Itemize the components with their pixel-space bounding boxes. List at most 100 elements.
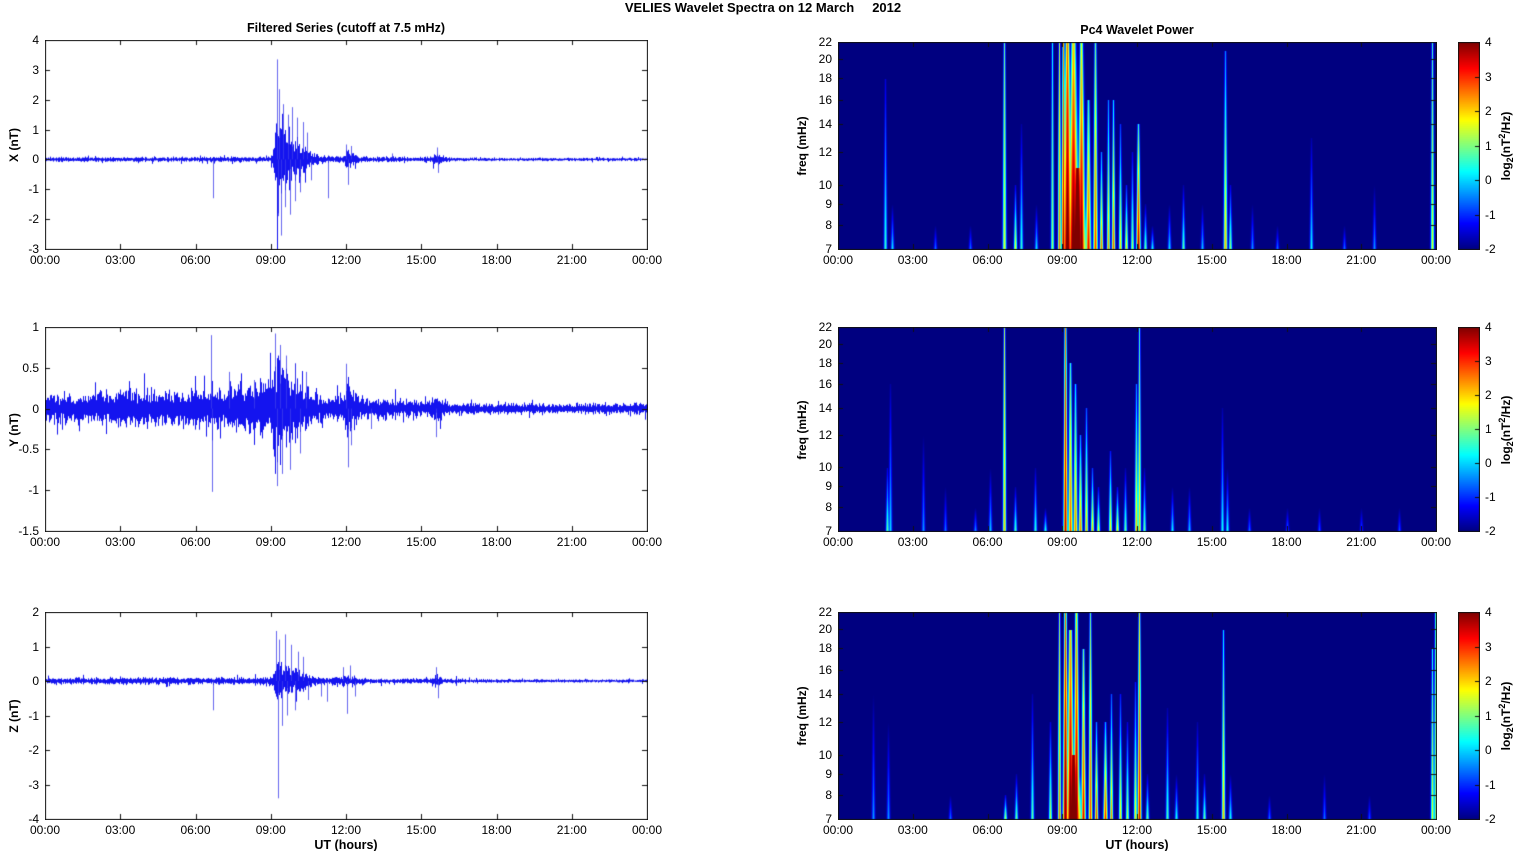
x-tick-label: 06:00 xyxy=(180,823,211,837)
colorbar-tick-label: 1 xyxy=(1485,708,1492,723)
x-tick-label: 09:00 xyxy=(255,535,286,549)
x-tick-label: 03:00 xyxy=(105,823,136,837)
x-tick-label: 00:00 xyxy=(822,253,854,267)
y-tick-label: 12 xyxy=(818,144,832,159)
y-tick-label: 7 xyxy=(825,812,832,826)
x-tick-label: 00:00 xyxy=(1420,535,1452,549)
x-tick-label: 15:00 xyxy=(1196,535,1227,549)
y-tick-label: 12 xyxy=(818,427,832,442)
x-tick-label: 00:00 xyxy=(29,823,61,837)
y-tick-label: 9 xyxy=(825,479,832,494)
y-tick-label: 4 xyxy=(32,33,39,47)
y-tick-label: 1 xyxy=(32,122,39,137)
y-tick-label: -3 xyxy=(28,242,39,256)
x-tick-label: 15:00 xyxy=(406,823,437,837)
y-tick-label: -2 xyxy=(28,743,39,757)
y-tick-label: 14 xyxy=(818,686,832,701)
y-tick-label: 1 xyxy=(32,639,39,654)
x-tick-label: 00:00 xyxy=(29,253,61,267)
y-tick-label: 10 xyxy=(818,177,832,192)
x-tick-label: 00:00 xyxy=(29,535,61,549)
x-tick-label: 12:00 xyxy=(1121,823,1153,837)
colorbar-tick-label: 2 xyxy=(1485,674,1492,688)
y-tick-label: 20 xyxy=(818,622,832,637)
colorbar-tick-label: 3 xyxy=(1485,69,1492,84)
z-wavelet-heatmap xyxy=(838,612,1437,820)
colorbar-label-z: log2(nT2/Hz) xyxy=(1496,681,1516,751)
x-tick-label: 18:00 xyxy=(1271,253,1302,267)
colorbar-tick-label: 2 xyxy=(1485,388,1492,402)
colorbar-tick-label: 4 xyxy=(1485,605,1492,619)
x-tick-label: 18:00 xyxy=(1271,535,1302,549)
x-tick-label: 18:00 xyxy=(481,535,512,549)
x-tick-label: 12:00 xyxy=(1121,535,1153,549)
x-tick-label: 15:00 xyxy=(1196,253,1227,267)
x-tick-label: 06:00 xyxy=(972,535,1003,549)
x-wavelet-heatmap xyxy=(838,42,1437,250)
x-axis-label-left: UT (hours) xyxy=(314,838,378,851)
y-tick-label: 18 xyxy=(818,71,832,86)
z-series-plot xyxy=(45,612,648,820)
x-tick-label: 21:00 xyxy=(556,823,587,837)
x-tick-label: 09:00 xyxy=(1047,535,1078,549)
x-tick-label: 00:00 xyxy=(1420,253,1452,267)
y-tick-label: 16 xyxy=(818,376,832,391)
x-tick-label: 12:00 xyxy=(1121,253,1153,267)
x-tick-label: 15:00 xyxy=(406,253,437,267)
x-tick-label: 18:00 xyxy=(481,823,512,837)
x-tick-label: 15:00 xyxy=(1196,823,1227,837)
colorbar-x xyxy=(1458,42,1480,250)
colorbar-label-y: log2(nT2/Hz) xyxy=(1496,395,1516,465)
x-tick-label: 00:00 xyxy=(631,823,663,837)
x-tick-label: 03:00 xyxy=(897,823,928,837)
x-tick-label: 18:00 xyxy=(481,253,512,267)
colorbar-tick-label: 1 xyxy=(1485,138,1492,153)
y-tick-label: 10 xyxy=(818,460,832,475)
x-tick-label: 21:00 xyxy=(556,253,587,267)
y-tick-label: -0.5 xyxy=(18,442,39,457)
colorbar-tick-label: -1 xyxy=(1485,207,1496,222)
y-tick-label: 18 xyxy=(818,641,832,656)
y-tick-label: 7 xyxy=(825,524,832,538)
y-tick-label: 20 xyxy=(818,336,832,351)
colorbar-tick-label: 3 xyxy=(1485,354,1492,368)
y-tick-label: 0 xyxy=(32,152,39,167)
x-tick-label: 00:00 xyxy=(822,535,854,549)
colorbar-tick-label: -2 xyxy=(1485,242,1496,256)
x-tick-label: 03:00 xyxy=(105,253,136,267)
x-tick-label: 03:00 xyxy=(897,253,928,267)
x-tick-label: 03:00 xyxy=(897,535,928,549)
x-tick-label: 06:00 xyxy=(180,535,211,549)
y-tick-label: 9 xyxy=(825,766,832,781)
y-tick-label: 16 xyxy=(818,92,832,107)
x-tick-label: 21:00 xyxy=(1346,535,1377,549)
y-tick-label: -4 xyxy=(28,812,39,826)
right-column-title: Pc4 Wavelet Power xyxy=(1080,23,1194,37)
y-tick-label: 8 xyxy=(825,500,832,515)
y-tick-label: 9 xyxy=(825,196,832,211)
y-tick-label: -1 xyxy=(28,182,39,197)
y-tick-label: 12 xyxy=(818,714,832,729)
x-tick-label: 06:00 xyxy=(180,253,211,267)
x-tick-label: 09:00 xyxy=(255,253,286,267)
colorbar-tick-label: 2 xyxy=(1485,104,1492,118)
y-tick-label: 8 xyxy=(825,787,832,802)
y-tick-label: 0.5 xyxy=(22,360,39,375)
colorbar-label-x: log2(nT2/Hz) xyxy=(1496,111,1516,181)
y-tick-label: -3 xyxy=(28,777,39,792)
x-tick-label: 21:00 xyxy=(1346,253,1377,267)
x-tick-label: 15:00 xyxy=(406,535,437,549)
x-tick-label: 18:00 xyxy=(1271,823,1302,837)
x-axis-label-right: UT (hours) xyxy=(1105,838,1169,851)
x-tick-label: 09:00 xyxy=(255,823,286,837)
y-tick-label: 18 xyxy=(818,355,832,370)
x-tick-label: 21:00 xyxy=(1346,823,1377,837)
y-tick-label: 14 xyxy=(818,116,832,131)
y-tick-label: 14 xyxy=(818,400,832,415)
x-tick-label: 09:00 xyxy=(1047,253,1078,267)
figure-title: VELIES Wavelet Spectra on 12 March 2012 xyxy=(624,0,902,15)
y-tick-label: 2 xyxy=(32,92,39,107)
left-column-title: Filtered Series (cutoff at 7.5 mHz) xyxy=(247,21,445,35)
x-tick-label: 03:00 xyxy=(105,535,136,549)
colorbar-z xyxy=(1458,612,1480,820)
